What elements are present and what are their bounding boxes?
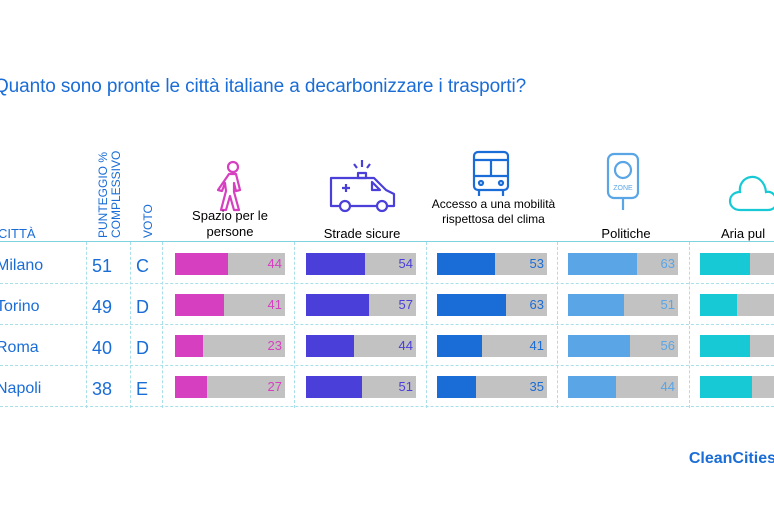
ambulance-icon — [329, 160, 396, 213]
bar-value-label: 23 — [267, 338, 282, 353]
row-divider — [0, 324, 774, 325]
cleancities-logo: CleanCities — [688, 450, 774, 467]
bar — [568, 253, 637, 275]
column-divider — [426, 242, 427, 408]
column-divider — [130, 242, 131, 408]
bar — [306, 335, 354, 357]
bar-background: 44 — [568, 376, 678, 398]
city-name: Roma — [0, 339, 39, 356]
bar-background: 63 — [437, 294, 547, 316]
bar-value-label: 35 — [529, 379, 544, 394]
overall-score: 51 — [92, 256, 113, 276]
column-divider — [689, 242, 690, 408]
column-divider — [294, 242, 295, 408]
category-label-politiche: Politiche — [601, 226, 651, 241]
city-name: Milano — [0, 257, 44, 274]
grade-value: E — [136, 379, 149, 399]
overall-score: 38 — [92, 379, 113, 399]
column-divider — [557, 242, 558, 408]
bar-value-label: 27 — [267, 379, 282, 394]
bar — [175, 376, 207, 398]
bar — [306, 376, 362, 398]
bar-background: 51 — [306, 376, 416, 398]
bar-background: 63 — [568, 253, 678, 275]
bar — [700, 253, 750, 275]
bar — [437, 294, 506, 316]
bar — [306, 294, 369, 316]
bar-background — [700, 376, 774, 398]
header-divider — [0, 241, 774, 242]
bar-value-label: 41 — [267, 297, 282, 312]
bar-background: 44 — [175, 253, 285, 275]
bar-value-label: 53 — [529, 256, 544, 271]
grade-value: C — [136, 256, 149, 276]
bar-value-label: 54 — [398, 256, 413, 271]
bar-value-label: 41 — [529, 338, 544, 353]
bar-background: 56 — [568, 335, 678, 357]
bar — [700, 376, 752, 398]
category-label-aria: Aria pul — [721, 226, 766, 241]
bar-background: 27 — [175, 376, 285, 398]
grade-value: D — [136, 297, 149, 317]
row-divider — [0, 365, 774, 366]
overall-score: 49 — [92, 297, 113, 317]
bar — [437, 376, 476, 398]
bar-background: 41 — [437, 335, 547, 357]
bar-background: 35 — [437, 376, 547, 398]
bar — [175, 294, 224, 316]
bar — [175, 253, 228, 275]
bar — [568, 376, 616, 398]
bar-background: 44 — [306, 335, 416, 357]
zone-sign-icon: ZONE — [606, 152, 640, 210]
bar-background: 23 — [175, 335, 285, 357]
column-divider — [162, 242, 163, 408]
bar-value-label: 44 — [267, 256, 282, 271]
bar — [568, 294, 624, 316]
bar-value-label: 56 — [660, 338, 675, 353]
bar-value-label: 63 — [529, 297, 544, 312]
city-name: Torino — [0, 298, 40, 315]
bar-value-label: 44 — [660, 379, 675, 394]
walking-person-icon — [216, 160, 242, 212]
category-label-strade: Strade sicure — [323, 226, 401, 241]
bar-value-label: 63 — [660, 256, 675, 271]
bar-background — [700, 335, 774, 357]
bar-background: 51 — [568, 294, 678, 316]
bar-background: 41 — [175, 294, 285, 316]
bar-value-label: 44 — [398, 338, 413, 353]
bar — [700, 335, 750, 357]
bar-value-label: 51 — [660, 297, 675, 312]
row-divider — [0, 406, 774, 407]
column-divider — [86, 242, 87, 408]
bar-value-label: 51 — [398, 379, 413, 394]
bar-background — [700, 294, 774, 316]
bar-value-label: 57 — [398, 297, 413, 312]
category-label-accesso: Accesso a una mobilità rispettosa del cl… — [431, 197, 556, 226]
score-column-header: PUNTEGGIO % COMPLESSIVO — [96, 150, 123, 238]
grade-column-header: VOTO — [141, 204, 155, 238]
category-label-spazio: Spazio per le persone — [192, 208, 268, 239]
bar-background: 53 — [437, 253, 547, 275]
bar — [568, 335, 630, 357]
bar — [175, 335, 203, 357]
bar-background: 54 — [306, 253, 416, 275]
city-name: Napoli — [0, 380, 42, 397]
row-divider — [0, 283, 774, 284]
bar-background: 57 — [306, 294, 416, 316]
bar-background — [700, 253, 774, 275]
page-title: Quanto sono pronte le città italiane a d… — [0, 76, 527, 97]
bar — [306, 253, 365, 275]
city-column-header: CITTÀ — [0, 226, 36, 241]
cloud-icon — [728, 175, 774, 212]
bar — [437, 253, 495, 275]
bus-icon — [472, 150, 510, 196]
bar — [437, 335, 482, 357]
svg-text:ZONE: ZONE — [613, 185, 633, 192]
bar — [700, 294, 737, 316]
overall-score: 40 — [92, 338, 113, 358]
grade-value: D — [136, 338, 149, 358]
